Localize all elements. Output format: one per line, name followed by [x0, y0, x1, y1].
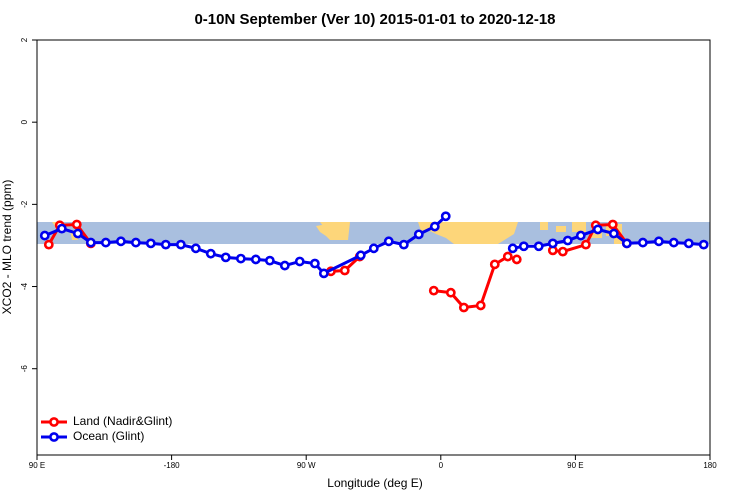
series-point [145, 238, 156, 249]
series-point [489, 259, 500, 270]
series-point [507, 243, 518, 254]
plot-frame [36, 39, 711, 456]
series-point [205, 248, 216, 259]
series-point [279, 260, 290, 271]
map-band [37, 222, 710, 244]
series-point [398, 239, 409, 250]
series-point [429, 221, 440, 232]
y-tick-label: 2 [20, 37, 29, 42]
series-point [698, 239, 709, 250]
y-tick-label: -2 [20, 200, 29, 208]
series-line [47, 222, 93, 246]
series-point [71, 219, 82, 230]
series-point [56, 223, 67, 234]
y-tick-label: -6 [20, 365, 29, 373]
series-point [621, 238, 632, 249]
legend-marker [49, 432, 59, 442]
y-tick-label: -4 [20, 282, 29, 290]
series-point [160, 239, 171, 250]
series-point [294, 256, 305, 267]
series-point [683, 238, 694, 249]
series-point [445, 287, 456, 298]
chart-title: 0-10N September (Ver 10) 2015-01-01 to 2… [194, 11, 555, 28]
series-point [130, 237, 141, 248]
x-tick-label: -180 [164, 461, 181, 470]
series-point [668, 237, 679, 248]
series-point [220, 252, 231, 263]
series-point [440, 211, 451, 222]
series-point [518, 241, 529, 252]
series-point [653, 236, 664, 247]
legend-label: Land (Nadir&Glint) [73, 414, 172, 428]
series-point [575, 230, 586, 241]
series-point [562, 235, 573, 246]
x-tick-label: 90 W [297, 461, 316, 470]
series-point [309, 258, 320, 269]
series-point [250, 254, 261, 265]
series-point [502, 251, 513, 262]
series-point [72, 228, 83, 239]
y-axis-label: XCO2 - MLO trend (ppm) [0, 180, 14, 315]
series-point [580, 239, 591, 250]
x-tick-label: 0 [439, 461, 444, 470]
series-point [637, 237, 648, 248]
series-point [592, 224, 603, 235]
series-point [264, 255, 275, 266]
x-tick-label: 90 E [567, 461, 583, 470]
series-point [235, 253, 246, 264]
series-point [355, 250, 366, 261]
series-point [511, 254, 522, 265]
series-point [475, 300, 486, 311]
series-line [433, 254, 518, 310]
legend-label: Ocean (Glint) [73, 429, 144, 443]
series-point [547, 238, 558, 249]
legend-marker [49, 417, 59, 427]
series-point [428, 285, 439, 296]
series-point [318, 268, 329, 279]
series-point [190, 243, 201, 254]
series-point [413, 229, 424, 240]
series-point [368, 243, 379, 254]
x-tick-label: 180 [703, 461, 717, 470]
series-point [85, 237, 96, 248]
series-point [116, 236, 126, 247]
series-point [175, 239, 186, 250]
series-point [383, 236, 394, 247]
x-axis-label: Longitude (deg E) [327, 476, 422, 490]
series-point [557, 246, 568, 257]
y-tick-label: 0 [20, 119, 29, 124]
series-point [533, 241, 544, 252]
series-point [339, 265, 350, 276]
series-point [607, 219, 618, 230]
series-point [458, 302, 469, 313]
series-point [100, 237, 111, 248]
series-point [43, 239, 54, 250]
series-point [608, 228, 619, 239]
x-tick-label: 90 E [29, 461, 45, 470]
series-point [39, 230, 50, 241]
